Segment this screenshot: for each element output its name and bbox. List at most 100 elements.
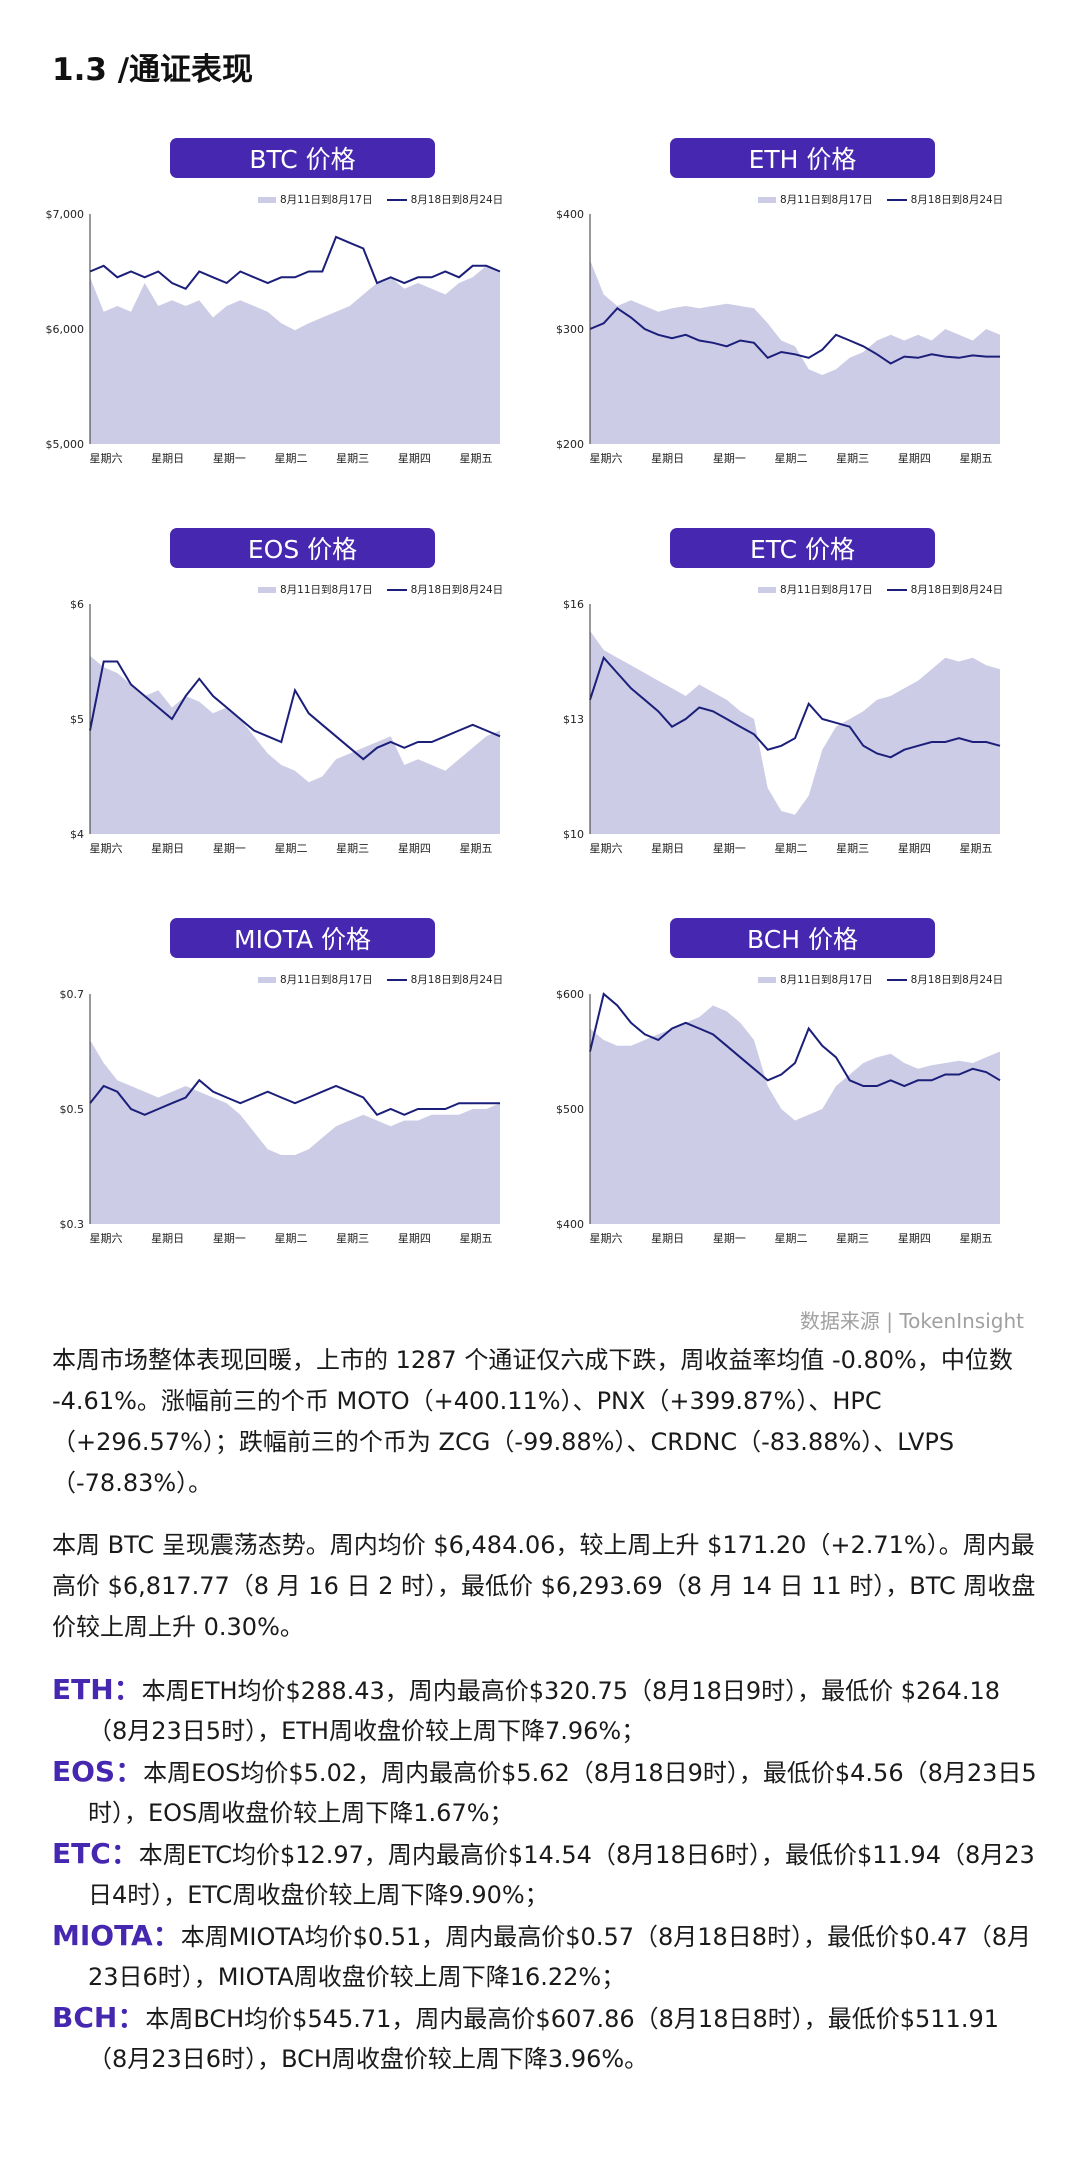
- chart-plot: $16 $13 $10 星期六 星期日 星期一 星期二 星期三 星期四 星期五: [563, 598, 1001, 855]
- legend-swatch-curr-week: [886, 588, 907, 591]
- x-tick-label: 星期一: [713, 1232, 746, 1245]
- coin-summary-eth: ETH：本周ETH均价$288.43，周内最高价$320.75（8月18日9时）…: [52, 1670, 1037, 1751]
- y-tick-label: $400: [556, 208, 584, 221]
- x-tick-label: 星期三: [336, 1232, 369, 1245]
- x-tick-label: 星期四: [898, 842, 931, 855]
- series-line-curr-week: [589, 992, 1001, 1088]
- coin-text: 本周MIOTA均价$0.51，周内最高价$0.57（8月18日8时），最低价$0…: [88, 1923, 1032, 1991]
- x-tick-label: 星期六: [590, 452, 623, 465]
- x-tick-label: 星期二: [775, 452, 808, 465]
- x-tick-label: 星期五: [960, 1232, 993, 1245]
- x-tick-label: 星期六: [590, 1232, 623, 1245]
- btc-price-chart: BTC 价格 8月11日到8月17日 8月18日到8月24日 $7,000 $6,000…: [46, 130, 550, 470]
- series-line-curr-week: [589, 655, 1001, 759]
- x-tick-label: 星期六: [90, 452, 123, 465]
- legend-swatch-prev-week: [258, 976, 276, 983]
- chart-title: ETC 价格: [670, 528, 935, 568]
- market-summary-paragraph: 本周市场整体表现回暖，上市的 1287 个通证仅六成下跌，周收益率均值 -0.8…: [52, 1346, 1013, 1497]
- y-tick-label: $0.3: [60, 1218, 85, 1231]
- coin-summary-list: ETH：本周ETH均价$288.43，周内最高价$320.75（8月18日9时）…: [52, 1670, 1037, 2080]
- x-tick-label: 星期四: [398, 1232, 431, 1245]
- x-tick-label: 星期四: [898, 452, 931, 465]
- series-line-curr-week: [89, 660, 501, 761]
- series-area-prev-week: [590, 260, 1000, 444]
- series-area-prev-week: [90, 265, 500, 444]
- data-source: 数据来源 | TokenInsight: [799, 1309, 1024, 1333]
- y-tick-label: $16: [563, 598, 584, 611]
- x-tick-label: 星期一: [713, 452, 746, 465]
- y-tick-label: $5,000: [46, 438, 85, 451]
- x-tick-label: 星期六: [90, 842, 123, 855]
- coin-name: ETH：: [52, 1673, 142, 1706]
- chart-plot: $400 $300 $200 星期六 星期日 星期一 星期二 星期三 星期四 星期五: [556, 208, 1000, 465]
- x-tick-label: 星期四: [398, 452, 431, 465]
- x-tick-label: 星期三: [336, 842, 369, 855]
- coin-name: EOS：: [52, 1755, 144, 1788]
- coin-name: ETC：: [52, 1837, 139, 1870]
- x-tick-label: 星期四: [398, 842, 431, 855]
- legend-label-curr-week: 8月18日到8月24日: [910, 584, 1004, 596]
- legend-label-prev-week: 8月11日到8月17日: [280, 584, 373, 596]
- y-tick-label: $600: [556, 988, 584, 1001]
- eos-price-chart: EOS 价格 8月11日到8月17日 8月18日到8月24日 $6 $5 $4 星期六 星期日…: [50, 520, 550, 860]
- coin-text: 本周ETC均价$12.97，周内最高价$14.54（8月18日6时），最低价$1…: [88, 1841, 1035, 1909]
- x-tick-label: 星期五: [960, 452, 993, 465]
- btc-summary-paragraph: 本周 BTC 呈现震荡态势。周内均价 $6,484.06，较上周上升 $171.…: [52, 1531, 1036, 1641]
- chart-plot: $6 $5 $4 星期六 星期日 星期一 星期二 星期三 星期四 星期五: [70, 598, 501, 855]
- series-area-prev-week: [90, 655, 500, 834]
- x-tick-label: 星期五: [960, 842, 993, 855]
- legend-label-curr-week: 8月18日到8月24日: [910, 194, 1004, 206]
- legend-label-prev-week: 8月11日到8月17日: [280, 194, 373, 206]
- coin-text: 本周BCH均价$545.71，周内最高价$607.86（8月18日8时），最低价…: [88, 2005, 999, 2073]
- legend-swatch-curr-week: [886, 198, 907, 201]
- legend-label-prev-week: 8月11日到8月17日: [780, 194, 873, 206]
- series-area-prev-week: [90, 1040, 500, 1224]
- y-tick-label: $4: [70, 828, 84, 841]
- series-line-curr-week: [89, 235, 501, 291]
- x-tick-label: 星期五: [460, 452, 493, 465]
- legend-label-curr-week: 8月18日到8月24日: [910, 974, 1004, 986]
- bch-price-chart: BCH 价格 8月11日到8月17日 8月18日到8月24日 $600 $500 $400…: [550, 910, 1050, 1250]
- y-tick-label: $0.7: [60, 988, 85, 1001]
- y-tick-label: $0.5: [60, 1103, 85, 1116]
- x-tick-label: 星期一: [213, 1232, 246, 1245]
- y-tick-label: $10: [563, 828, 584, 841]
- x-tick-label: 星期二: [275, 1232, 308, 1245]
- legend-swatch-curr-week: [886, 978, 907, 981]
- x-tick-label: 星期四: [898, 1232, 931, 1245]
- legend-swatch-curr-week: [386, 588, 407, 591]
- legend-label-prev-week: 8月11日到8月17日: [780, 974, 873, 986]
- coin-name: MIOTA：: [52, 1919, 181, 1952]
- legend-swatch-prev-week: [258, 586, 276, 593]
- x-tick-label: 星期日: [151, 452, 184, 465]
- miota-price-chart: MIOTA 价格 8月11日到8月17日 8月18日到8月24日 $0.7 $0.5 $0…: [50, 910, 550, 1250]
- legend-label-curr-week: 8月18日到8月24日: [410, 584, 504, 596]
- chart-title: BTC 价格: [170, 138, 435, 178]
- chart-plot: $0.7 $0.5 $0.3 星期六 星期日 星期一 星期二 星期三 星期四 星期五: [60, 988, 500, 1245]
- x-tick-label: 星期日: [651, 452, 684, 465]
- legend-label-prev-week: 8月11日到8月17日: [280, 974, 373, 986]
- y-tick-label: $5: [70, 713, 84, 726]
- legend-swatch-curr-week: [386, 978, 407, 981]
- coin-summary-bch: BCH：本周BCH均价$545.71，周内最高价$607.86（8月18日8时）…: [52, 1998, 1037, 2079]
- y-tick-label: $200: [556, 438, 584, 451]
- chart-legend: 8月11日到8月17日 8月18日到8月24日: [758, 582, 1003, 597]
- coin-summary-eos: EOS：本周EOS均价$5.02，周内最高价$5.62（8月18日9时），最低价…: [52, 1752, 1037, 1833]
- series-area-prev-week: [590, 630, 1000, 834]
- series-area-prev-week: [590, 1005, 1000, 1224]
- x-tick-label: 星期日: [651, 842, 684, 855]
- x-tick-label: 星期二: [275, 452, 308, 465]
- x-tick-label: 星期二: [275, 842, 308, 855]
- y-tick-label: $6: [70, 598, 84, 611]
- x-tick-label: 星期三: [836, 452, 869, 465]
- legend-swatch-prev-week: [758, 976, 776, 983]
- chart-plot: $7,000 $6,000 $5,000 星期六 星期日 星期一 星期二 星期三 星期四 星期五: [46, 208, 501, 465]
- coin-summary-etc: ETC：本周ETC均价$12.97，周内最高价$14.54（8月18日6时），最…: [52, 1834, 1037, 1915]
- legend-swatch-prev-week: [758, 196, 776, 203]
- x-tick-label: 星期五: [460, 1232, 493, 1245]
- y-tick-label: $400: [556, 1218, 584, 1231]
- x-tick-label: 星期五: [460, 842, 493, 855]
- x-tick-label: 星期二: [775, 842, 808, 855]
- legend-label-curr-week: 8月18日到8月24日: [410, 974, 504, 986]
- series-line-curr-week: [89, 1078, 500, 1117]
